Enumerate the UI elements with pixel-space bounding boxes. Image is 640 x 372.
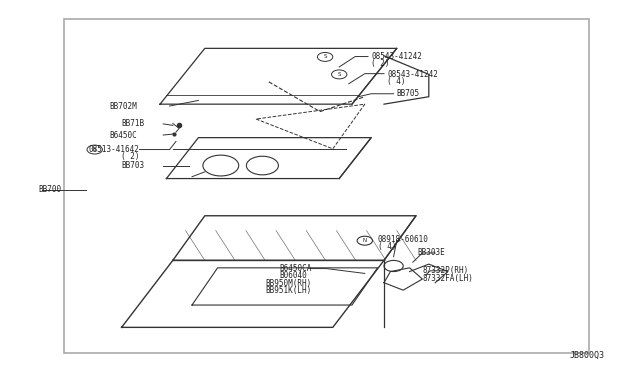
Text: 87332FA(LH): 87332FA(LH) [422, 274, 473, 283]
Text: BB303E: BB303E [417, 248, 445, 257]
Text: B06040: B06040 [280, 271, 307, 280]
Text: ( 2): ( 2) [371, 59, 390, 68]
FancyBboxPatch shape [64, 19, 589, 353]
Text: 08513-41642: 08513-41642 [89, 145, 140, 154]
Text: S: S [93, 147, 97, 152]
Text: JB800Q3: JB800Q3 [570, 351, 605, 360]
Text: BB71B: BB71B [121, 119, 144, 128]
Text: BB951K(LH): BB951K(LH) [266, 286, 312, 295]
Text: S: S [337, 72, 341, 77]
Text: 08918-60610: 08918-60610 [378, 235, 428, 244]
Text: S: S [323, 54, 327, 60]
Text: N: N [363, 238, 367, 243]
Text: BB703: BB703 [121, 161, 144, 170]
Text: B6450CA: B6450CA [280, 264, 312, 273]
Text: BB702M: BB702M [110, 102, 138, 110]
Text: BB950M(RH): BB950M(RH) [266, 279, 312, 288]
Text: 08543-41242: 08543-41242 [371, 52, 422, 61]
Text: ( 4): ( 4) [378, 242, 396, 251]
Text: BB700: BB700 [38, 185, 61, 194]
Text: BB705: BB705 [397, 89, 420, 98]
Text: B6450C: B6450C [110, 131, 138, 140]
Text: 87332P(RH): 87332P(RH) [422, 266, 468, 275]
Text: ( 2): ( 2) [121, 153, 140, 161]
Text: ( 4): ( 4) [387, 77, 406, 86]
Text: 08543-41242: 08543-41242 [387, 70, 438, 79]
